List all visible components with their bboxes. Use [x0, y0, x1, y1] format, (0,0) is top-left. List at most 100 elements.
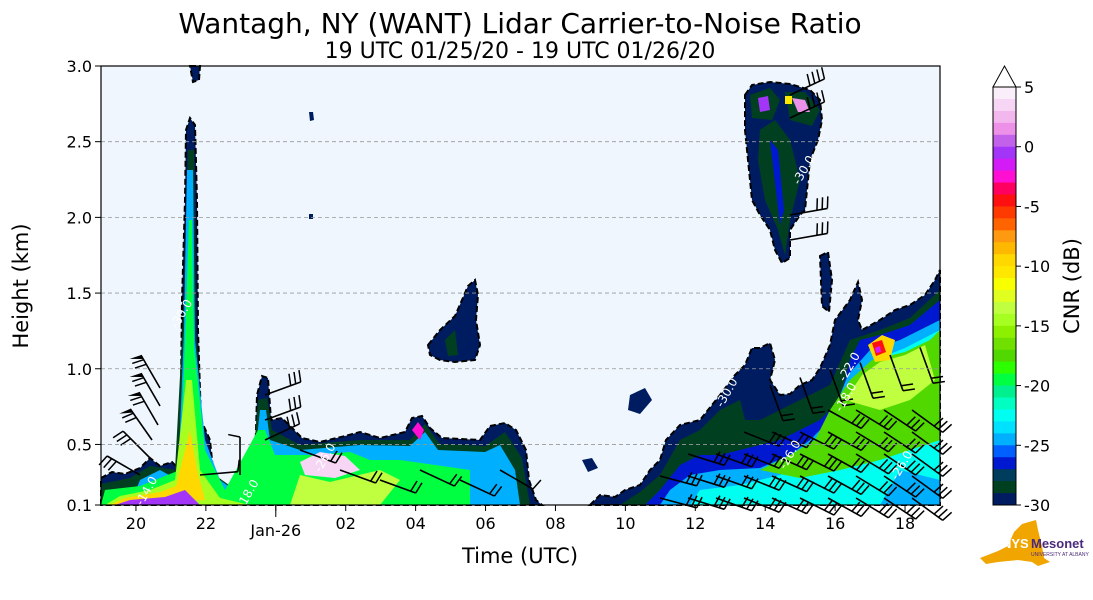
wind-barb [883, 431, 925, 454]
svg-text:UNIVERSITY AT ALBANY: UNIVERSITY AT ALBANY [1031, 552, 1089, 558]
colorbar-tick-label: -5 [1024, 197, 1040, 216]
colorbar-swatch [993, 146, 1016, 160]
y-tick-label: 0.5 [67, 435, 92, 454]
cnr-contour-region [309, 112, 314, 121]
wind-barb [129, 354, 161, 389]
colorbar-tick-label: 5 [1024, 78, 1034, 97]
wind-barb [771, 497, 815, 515]
wind-barb [883, 409, 925, 432]
wind-barb [119, 408, 153, 441]
wind-barb [859, 362, 885, 399]
wind-barb [264, 395, 302, 421]
cnr-contour-region [818, 250, 834, 315]
svg-text:Mesonet: Mesonet [1031, 536, 1084, 551]
cnr-contour-region [115, 490, 200, 505]
wind-barb [799, 453, 843, 472]
wind-barb [911, 497, 953, 521]
wind-barb [459, 479, 503, 497]
colorbar-swatch [993, 122, 1016, 136]
colorbar-swatch [993, 206, 1016, 219]
svg-text:NYS: NYS [1002, 536, 1029, 551]
wind-barb [911, 431, 953, 455]
wind-barb [827, 431, 870, 452]
wind-barb [883, 453, 925, 476]
colorbar-tick-label: -30 [1024, 496, 1050, 515]
wind-barb [419, 469, 463, 487]
wind-barbs [98, 67, 953, 521]
wind-barb [771, 475, 815, 493]
colorbar-swatch [993, 325, 1016, 339]
colorbar-extend-arrow [992, 64, 1017, 88]
colorbar-swatch [993, 313, 1016, 327]
wind-barb [771, 431, 815, 449]
wind-barb [855, 497, 898, 519]
x-tick-label: 12 [685, 514, 705, 533]
x-tick-label: 02 [336, 514, 356, 533]
colorbar-swatch [993, 421, 1016, 434]
colorbar-swatch [993, 182, 1016, 195]
x-tick-label: 20 [126, 514, 146, 533]
wind-barb [687, 451, 731, 467]
colorbar-swatch [993, 397, 1016, 410]
cnr-contour-region [582, 458, 598, 472]
cnr-contour-region [845, 345, 935, 410]
wind-barb [919, 347, 945, 384]
cnr-contour-region [130, 170, 520, 505]
x-tick-label: Jan-26 [249, 521, 301, 540]
cnr-contour-region [309, 214, 313, 219]
y-tick-label: 3.0 [67, 57, 92, 76]
cnr-contour-region [792, 98, 810, 112]
y-tick-label: 1.5 [67, 284, 92, 303]
wind-barb [771, 453, 815, 471]
x-tick-label: 16 [825, 514, 845, 533]
y-tick-label: 0.1 [67, 496, 92, 515]
colorbar-swatch [993, 110, 1016, 124]
chart-title: Wantagh, NY (WANT) Lidar Carrier-to-Nois… [178, 7, 861, 40]
colorbar-swatch [993, 481, 1016, 494]
colorbar-swatch [993, 361, 1016, 375]
x-tick-label: 04 [405, 514, 425, 533]
x-axis: 20 22 Jan-26 02 04 06 08 10 12 14 16 18 [126, 505, 915, 540]
colorbar-swatch [993, 98, 1016, 112]
colorbar-tick-label: -20 [1024, 377, 1050, 396]
wind-barb [199, 459, 241, 476]
wind-barb [827, 409, 870, 430]
x-tick-label: 14 [755, 514, 775, 533]
x-tick-label: 22 [196, 514, 216, 533]
x-axis-label: Time (UTC) [461, 544, 578, 568]
colorbar-swatch [993, 87, 1016, 100]
wind-barb [855, 453, 898, 475]
colorbar-swatch [993, 385, 1016, 399]
x-tick-label: 06 [475, 514, 495, 533]
colorbar-swatch [993, 158, 1016, 172]
wind-barb [789, 67, 826, 96]
colorbar-swatch [993, 218, 1016, 231]
colorbar-swatch [993, 194, 1016, 207]
wind-barb [499, 469, 542, 490]
cnr-contour-region [445, 330, 458, 356]
cnr-contour-region [758, 96, 770, 112]
colorbar-tick-label: -15 [1024, 317, 1050, 336]
wind-barb [687, 495, 731, 511]
x-tick-label: 08 [545, 514, 565, 533]
colorbar-swatch [993, 242, 1016, 255]
wind-barb [659, 472, 703, 487]
y-tick-label: 2.5 [67, 133, 92, 152]
colorbar-swatch [993, 266, 1016, 279]
colorbar-swatch [993, 409, 1016, 422]
wind-barb [799, 475, 843, 494]
cnr-contour-region [785, 96, 792, 104]
wind-barb [339, 469, 383, 484]
x-tick-label: 18 [895, 514, 915, 533]
colorbar-swatch [993, 433, 1016, 446]
wind-barb [687, 473, 731, 489]
y-axis-label: Height (km) [9, 223, 33, 348]
y-axis: 0.1 0.5 1.0 1.5 2.0 2.5 3.0 [67, 57, 101, 515]
cnr-contour-region [875, 346, 881, 353]
colorbar-swatch [993, 457, 1016, 470]
wind-barb [799, 377, 825, 414]
cnr-contour-region [770, 140, 784, 225]
y-tick-label: 1.0 [67, 360, 92, 379]
wind-barb [264, 370, 302, 396]
colorbar-swatch [993, 278, 1016, 291]
